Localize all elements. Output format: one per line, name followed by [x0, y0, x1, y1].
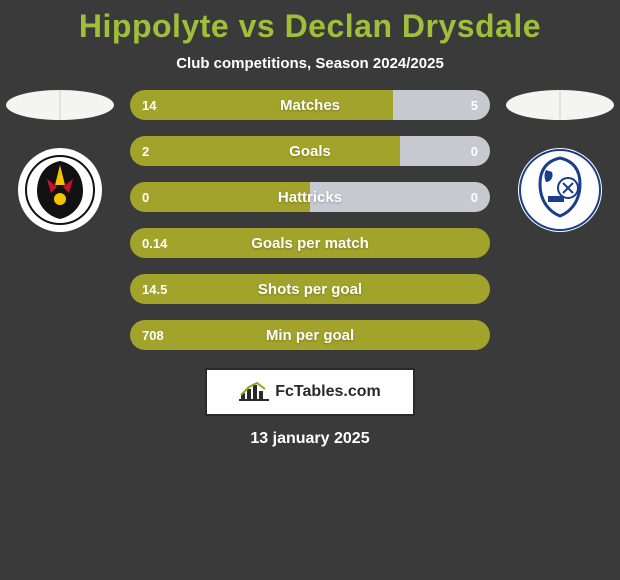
left-player-column [6, 90, 114, 232]
stat-bar-left [130, 182, 310, 212]
stat-bar-right [393, 90, 490, 120]
stat-row: Hattricks00 [130, 182, 490, 212]
stat-row: Shots per goal14.5 [130, 274, 490, 304]
stat-bar-right [400, 136, 490, 166]
brand-text: FcTables.com [275, 383, 381, 401]
right-player-column [506, 90, 614, 232]
date-text: 13 january 2025 [0, 430, 620, 448]
left-club-crest [18, 148, 102, 232]
infographic-root: Hippolyte vs Declan Drysdale Club compet… [0, 0, 620, 448]
stat-bars: Matches145 Goals20 Hattricks00 Goals per ma… [130, 90, 490, 350]
stat-row: Min per goal708 [130, 320, 490, 350]
stat-bar-left [130, 228, 490, 258]
main-row: Matches145 Goals20 Hattricks00 Goals per ma… [0, 90, 620, 350]
page-title: Hippolyte vs Declan Drysdale [0, 8, 620, 45]
right-crest-svg [518, 148, 602, 232]
stat-row: Goals per match0.14 [130, 228, 490, 258]
stat-row: Goals20 [130, 136, 490, 166]
left-pitch-icon [6, 90, 114, 120]
brand-box: FcTables.com [205, 368, 415, 416]
left-crest-svg [25, 155, 95, 225]
stat-bar-left [130, 320, 490, 350]
page-subtitle: Club competitions, Season 2024/2025 [0, 55, 620, 72]
stat-bar-left [130, 136, 400, 166]
stat-bar-left [130, 90, 393, 120]
stat-row: Matches145 [130, 90, 490, 120]
right-club-crest [518, 148, 602, 232]
stat-bar-left [130, 274, 490, 304]
right-pitch-icon [506, 90, 614, 120]
brand-chart-icon [239, 381, 269, 403]
stat-bar-right [310, 182, 490, 212]
